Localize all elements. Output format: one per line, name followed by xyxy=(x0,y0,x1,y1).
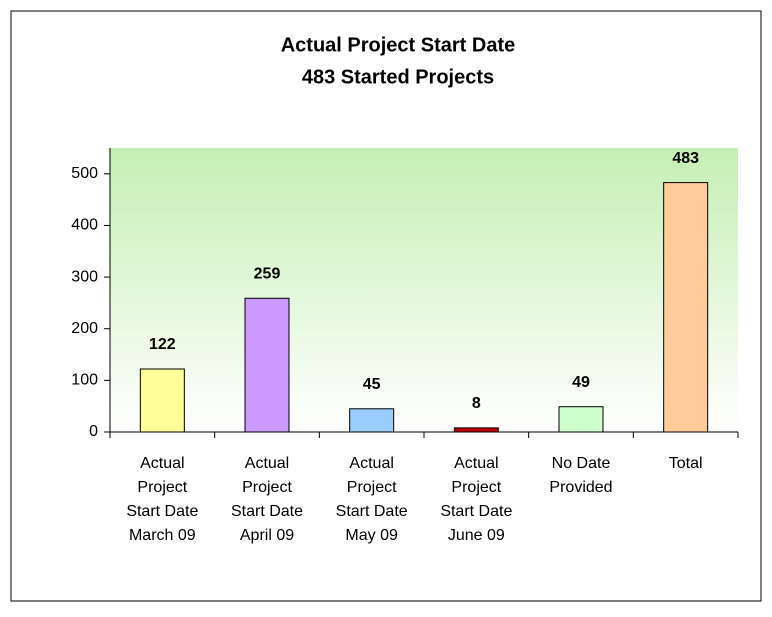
x-tick-label: Actual Project Start Date June 09 xyxy=(440,455,512,544)
bar xyxy=(558,406,604,433)
value-label: 49 xyxy=(572,374,590,391)
x-tick-label: Total xyxy=(669,455,703,472)
bar xyxy=(663,182,709,433)
y-tick-label: 400 xyxy=(71,217,98,234)
bar xyxy=(244,297,290,433)
y-tick-label: 300 xyxy=(71,268,98,285)
chart-title: Actual Project Start Date xyxy=(281,34,516,56)
x-tick-label: Actual Project Start Date March 09 xyxy=(126,455,198,544)
bar xyxy=(453,427,499,433)
y-tick-label: 500 xyxy=(71,165,98,182)
y-tick-label: 200 xyxy=(71,320,98,337)
value-label: 122 xyxy=(149,336,176,353)
value-label: 483 xyxy=(672,150,699,167)
x-tick-label: Actual Project Start Date April 09 xyxy=(231,455,303,544)
x-tick-label: Actual Project Start Date May 09 xyxy=(336,455,408,544)
x-tick-label: No Date Provided xyxy=(549,455,612,496)
plot-area xyxy=(110,148,738,432)
y-tick-label: 0 xyxy=(89,423,98,440)
chart-subtitle: 483 Started Projects xyxy=(302,66,494,88)
value-label: 259 xyxy=(254,265,281,282)
value-label: 45 xyxy=(363,376,381,393)
value-label: 8 xyxy=(472,395,481,412)
bar xyxy=(139,368,185,433)
bar xyxy=(349,408,395,433)
y-tick-label: 100 xyxy=(71,372,98,389)
